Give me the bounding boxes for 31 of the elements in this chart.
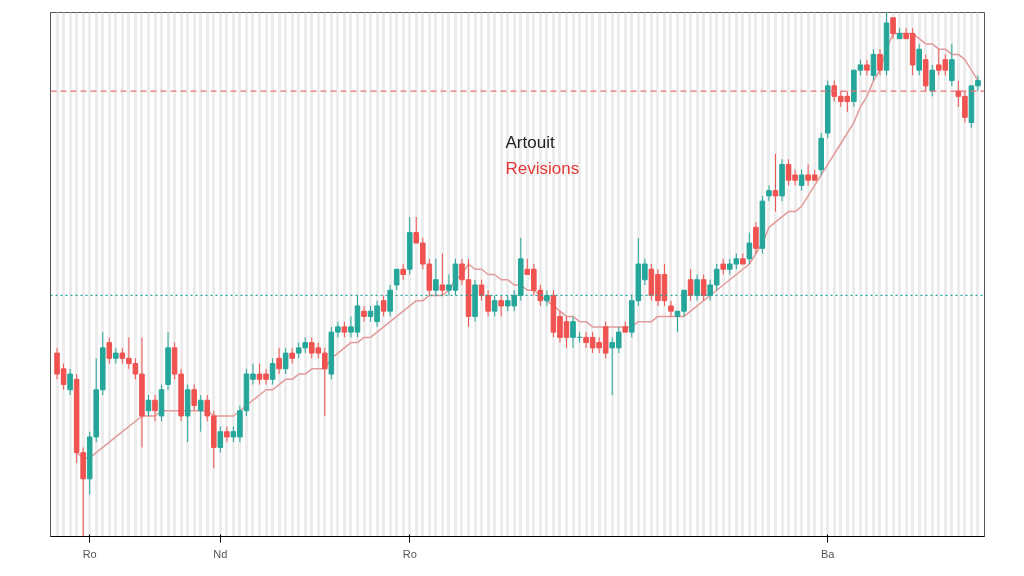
candlestick: [269, 357, 276, 386]
candlestick: [439, 253, 446, 296]
x-tick-label: Ba: [821, 547, 836, 560]
annotation: Artouit: [505, 132, 555, 152]
candlestick: [113, 347, 119, 365]
candlestick: [224, 425, 230, 443]
candlestick: [740, 253, 746, 265]
candlestick: [341, 321, 348, 338]
candlestick: [289, 347, 295, 365]
annotation: Revisions: [505, 158, 580, 178]
candlestick: [922, 53, 929, 92]
candlestick: [106, 336, 113, 365]
candlestick: [217, 425, 224, 454]
candlestick: [746, 232, 753, 265]
candlestick: [720, 258, 727, 275]
candlestick: [916, 43, 922, 76]
candlestick: [622, 321, 629, 333]
candlestick: [393, 268, 400, 291]
candlestick: [759, 195, 766, 255]
x-tick-label: Ro: [402, 547, 417, 560]
candlestick: [282, 347, 289, 375]
x-tick-label: Ro: [82, 547, 97, 560]
candlestick: [824, 80, 831, 139]
candlestick: [498, 294, 504, 317]
candlestick: [191, 384, 197, 412]
candlestick: [949, 43, 955, 87]
candlestick: [406, 216, 413, 275]
candlestick: [380, 294, 387, 317]
candlestick: [184, 384, 191, 443]
candlestick: [798, 169, 805, 192]
x-tick-label: Nd: [213, 547, 228, 560]
